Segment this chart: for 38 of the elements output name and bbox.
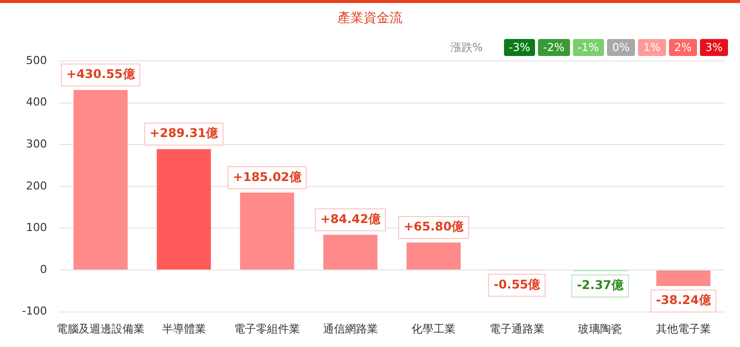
- y-tick-label: 200: [26, 179, 47, 192]
- bar: [406, 242, 461, 270]
- data-label: +430.55億: [66, 67, 136, 82]
- y-tick-label: -100: [22, 304, 47, 318]
- text: -2%: [538, 39, 570, 56]
- text: 0%: [607, 39, 635, 56]
- x-tick-label: 半導體業: [162, 322, 206, 336]
- data-label: +289.31億: [150, 126, 220, 140]
- data-label: -2.37億: [576, 278, 624, 292]
- bar: [156, 149, 211, 270]
- text: -3%: [504, 39, 536, 56]
- x-tick-label: 電子零組件業: [234, 322, 300, 336]
- data-label: -0.55億: [494, 277, 542, 292]
- text: 1%: [638, 39, 666, 56]
- x-tick-label: 其他電子業: [656, 322, 711, 336]
- y-tick-label: 0: [40, 262, 47, 276]
- x-tick-label: 電子通路業: [489, 322, 544, 336]
- data-label: -38.24億: [656, 293, 712, 308]
- y-tick-label: 400: [26, 96, 47, 109]
- data-label: +84.42億: [320, 212, 382, 226]
- bar: [74, 90, 128, 270]
- y-tick-label: 300: [26, 137, 47, 150]
- bar: [323, 234, 378, 270]
- chart-title: 產業資金流: [336, 10, 404, 27]
- y-tick-label: 500: [26, 54, 47, 67]
- x-tick-label: 化學工業: [412, 322, 456, 336]
- x-tick-label: 玻璃陶瓷: [578, 322, 622, 336]
- data-label: +65.80億: [404, 220, 465, 234]
- y-tick-label: 100: [26, 221, 47, 234]
- x-tick-label: 通信網路業: [322, 322, 378, 336]
- text: 3%: [700, 39, 728, 56]
- text: -1%: [572, 39, 604, 56]
- text: 漲跌%: [450, 40, 483, 55]
- bar: [656, 270, 710, 286]
- text: 2%: [669, 39, 697, 56]
- data-label: +185.02億: [232, 170, 302, 184]
- x-tick-label: 電腦及週邊設備業: [56, 322, 145, 336]
- bar: [240, 192, 294, 270]
